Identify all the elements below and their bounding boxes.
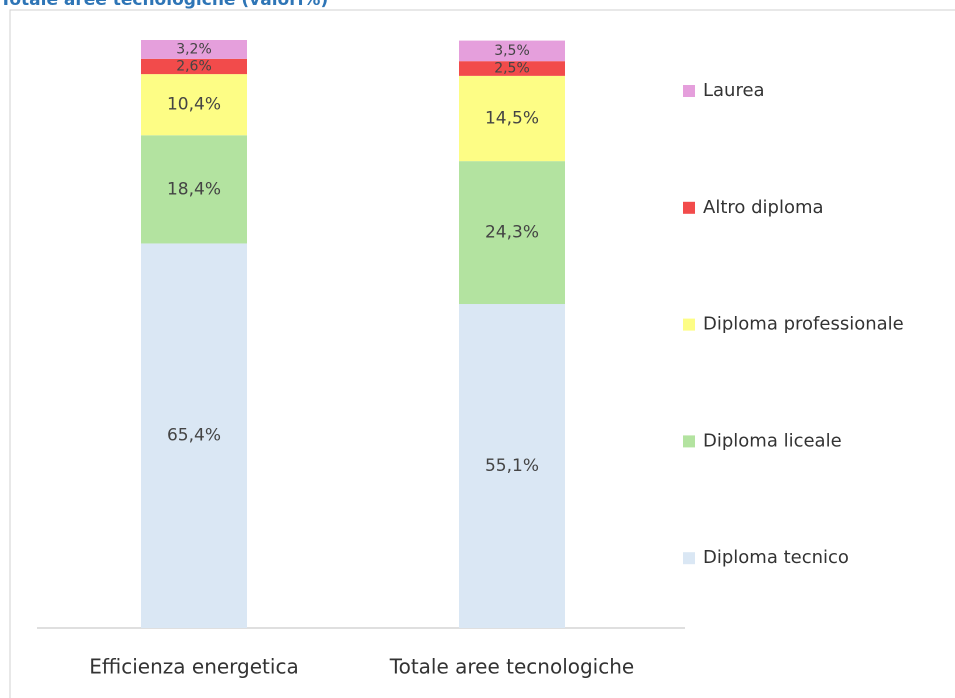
data-label: 2,5% <box>494 61 530 77</box>
bar-segment <box>141 58 247 75</box>
data-label: 24,3% <box>485 223 539 243</box>
data-label: 10,4% <box>167 95 221 115</box>
bar-segment <box>141 40 247 59</box>
bar-segment <box>459 75 565 162</box>
bar-segment <box>141 74 247 136</box>
data-label: 65,4% <box>167 426 221 446</box>
x-tick-label: Totale aree tecnologiche <box>389 655 634 679</box>
data-label: 14,5% <box>485 108 539 128</box>
data-label: 2,6% <box>176 58 212 74</box>
data-label: 18,4% <box>167 179 221 199</box>
bar-segment <box>141 243 247 628</box>
legend-label: Diploma liceale <box>703 430 842 451</box>
legend-swatch <box>683 435 695 448</box>
legend-swatch <box>683 85 695 97</box>
legend-label: Diploma tecnico <box>703 547 849 568</box>
data-label: 3,5% <box>494 43 530 59</box>
x-tick-label: Efficienza energetica <box>89 655 298 679</box>
data-label: 3,2% <box>176 41 212 57</box>
bar-segment <box>459 161 565 305</box>
data-label: 55,1% <box>485 456 539 476</box>
legend-label: Diploma professionale <box>703 314 904 335</box>
legend-swatch <box>683 201 695 214</box>
bar-segment <box>141 135 247 244</box>
legend-swatch <box>683 552 695 565</box>
bar-segment <box>459 61 565 76</box>
chart-title: Totale aree tecnologiche (valori%) <box>0 0 328 10</box>
bar-segment <box>459 40 565 62</box>
legend-label: Laurea <box>703 80 765 101</box>
bar-segment <box>459 304 565 628</box>
legend-swatch <box>683 318 695 331</box>
legend-label: Altro diploma <box>703 197 824 218</box>
